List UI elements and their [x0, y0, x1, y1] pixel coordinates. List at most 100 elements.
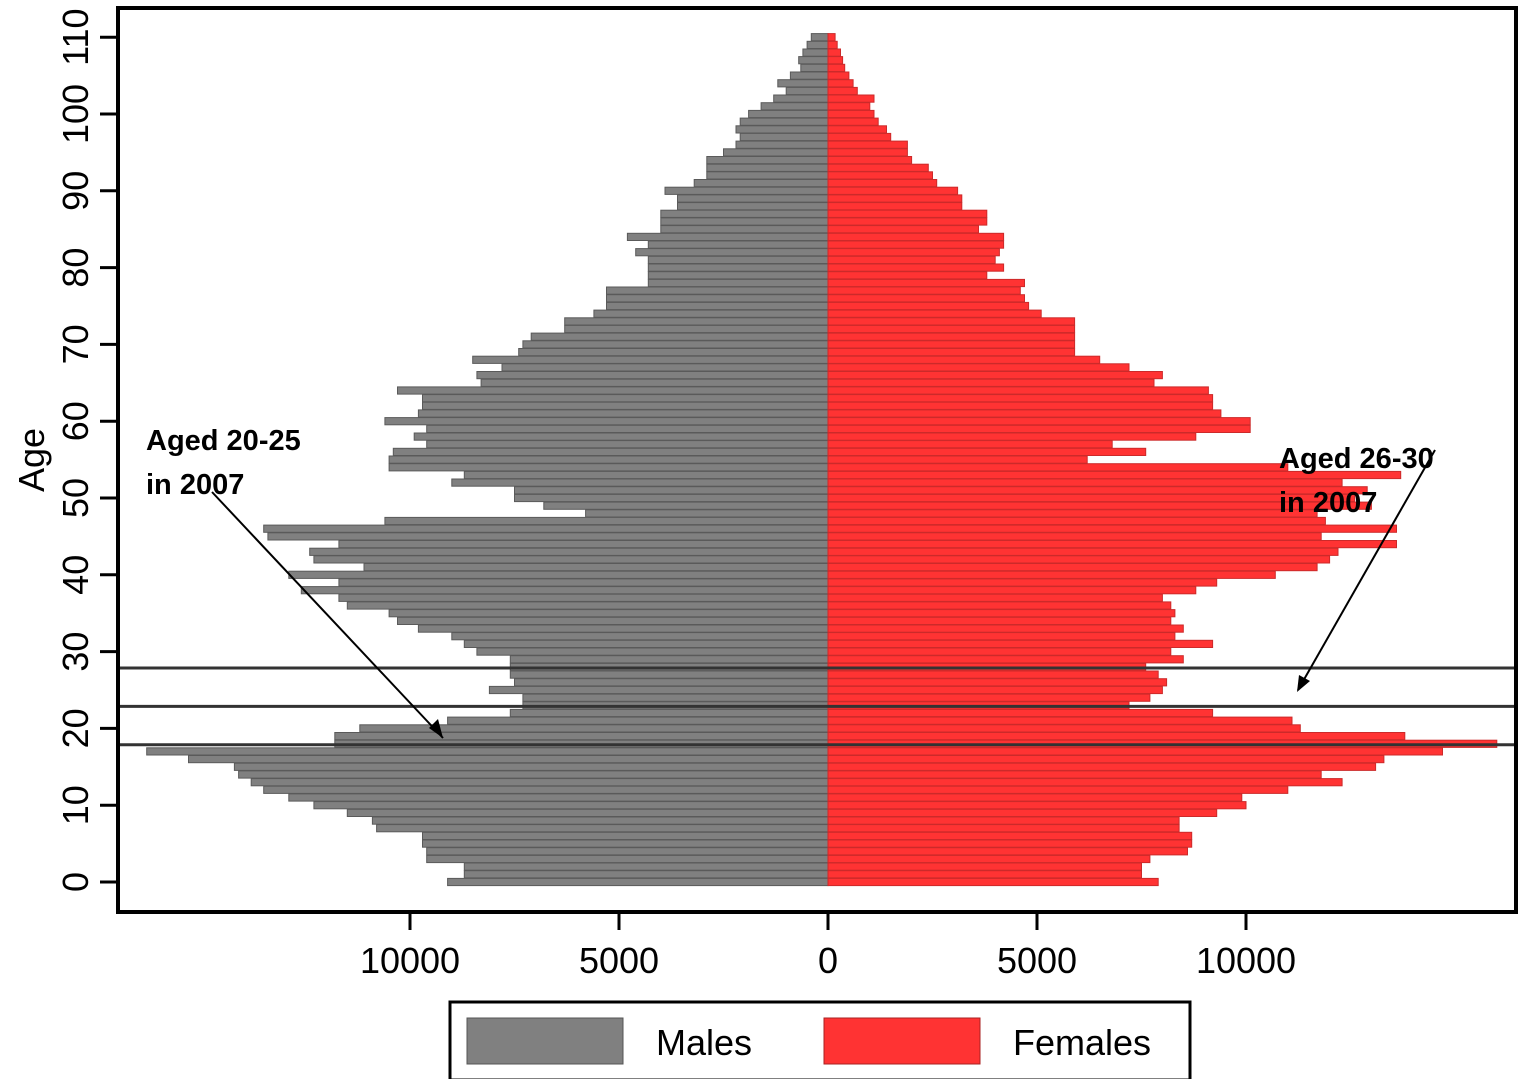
bar-female-age-21 — [827, 716, 1293, 725]
bar-male-age-71 — [530, 332, 829, 341]
bar-female-age-60 — [827, 417, 1251, 426]
bar-male-age-69 — [518, 348, 829, 357]
bar-female-age-50 — [827, 493, 1356, 503]
bar-female-age-100 — [827, 109, 875, 119]
bar-male-age-10 — [313, 801, 829, 810]
bar-female-age-88 — [827, 202, 963, 211]
bar-female-age-94 — [827, 156, 913, 165]
bar-male-age-24 — [522, 693, 829, 702]
bar-female-age-85 — [827, 225, 979, 234]
bar-female-age-0 — [827, 877, 1159, 887]
bar-male-age-35 — [388, 609, 829, 618]
bar-female-age-90 — [827, 186, 959, 195]
bar-female-age-2 — [827, 862, 1142, 871]
annotation-left-line2: in 2007 — [146, 469, 244, 501]
bar-male-age-44 — [338, 540, 829, 549]
y-tick-label-90: 90 — [55, 171, 96, 211]
bar-male-age-41 — [363, 563, 829, 572]
bar-female-age-48 — [827, 509, 1318, 518]
bar-female-age-42 — [827, 555, 1331, 564]
bar-male-age-70 — [522, 340, 829, 349]
annotation-left-arrowhead — [429, 719, 443, 738]
bar-male-age-37 — [338, 593, 829, 602]
y-tick-label-60: 60 — [55, 401, 96, 441]
bar-male-age-11 — [288, 793, 829, 802]
bar-male-age-77 — [606, 286, 829, 295]
bar-male-age-74 — [593, 309, 829, 318]
bar-female-age-62 — [827, 401, 1214, 410]
bar-female-age-81 — [827, 255, 996, 264]
bar-male-age-92 — [706, 171, 829, 180]
bar-female-age-24 — [827, 693, 1151, 702]
bar-female-age-108 — [827, 48, 841, 57]
bar-male-age-104 — [777, 79, 829, 88]
bar-male-age-78 — [647, 278, 829, 288]
bar-female-age-83 — [827, 240, 1005, 249]
bar-female-age-84 — [827, 232, 1005, 242]
bar-male-age-107 — [798, 56, 829, 65]
bar-female-age-64 — [827, 386, 1209, 395]
bar-female-age-56 — [827, 447, 1147, 456]
bar-male-age-75 — [606, 301, 829, 311]
bar-male-age-8 — [371, 816, 829, 825]
x-tick-label-10000: 10000 — [1196, 940, 1296, 981]
bar-male-age-49 — [543, 501, 829, 510]
bar-male-age-105 — [789, 71, 829, 80]
bar-female-age-78 — [827, 278, 1025, 288]
bar-male-age-81 — [647, 255, 829, 264]
bar-male-age-38 — [300, 586, 829, 595]
annotation-right: Aged 26-30 in 2007 — [1279, 443, 1436, 692]
bar-female-age-34 — [827, 616, 1172, 625]
bar-female-age-72 — [827, 324, 1076, 334]
bar-female-age-87 — [827, 209, 988, 218]
bar-male-age-55 — [388, 455, 829, 464]
bar-female-age-1 — [827, 870, 1142, 879]
bar-female-age-82 — [827, 248, 1000, 257]
bar-female-age-86 — [827, 217, 988, 226]
bar-female-age-68 — [827, 355, 1101, 364]
bar-male-age-67 — [501, 363, 829, 372]
bar-male-age-82 — [635, 248, 829, 257]
bar-female-age-101 — [827, 102, 871, 111]
bar-male-age-46 — [263, 524, 829, 533]
bar-male-age-80 — [647, 263, 829, 272]
bar-female-age-29 — [827, 655, 1184, 664]
bar-female-age-55 — [827, 455, 1088, 464]
bar-female-age-99 — [827, 117, 879, 126]
bar-male-age-25 — [488, 685, 829, 695]
bar-female-age-31 — [827, 639, 1214, 648]
bar-male-age-90 — [664, 186, 829, 195]
bar-male-age-12 — [263, 785, 829, 794]
bar-male-age-17 — [146, 747, 829, 756]
bar-female-age-8 — [827, 816, 1180, 825]
bar-male-age-62 — [422, 401, 829, 410]
bar-male-age-15 — [233, 762, 829, 771]
bar-female-age-16 — [827, 755, 1385, 764]
bar-male-age-61 — [417, 409, 829, 418]
bar-male-age-9 — [346, 808, 829, 817]
y-tick-label-70: 70 — [55, 324, 96, 364]
bar-male-age-58 — [413, 432, 829, 441]
bar-female-age-6 — [827, 831, 1193, 840]
bar-female-age-10 — [827, 801, 1247, 810]
bar-male-age-0 — [447, 877, 829, 887]
bar-male-age-6 — [422, 831, 829, 840]
bar-male-age-68 — [472, 355, 829, 364]
bar-male-age-65 — [480, 378, 829, 387]
bar-female-age-67 — [827, 363, 1130, 372]
bar-male-age-5 — [422, 839, 829, 848]
bar-male-age-4 — [426, 847, 829, 856]
y-axis: 0 10 20 30 40 50 60 70 80 90 100 110 — [55, 8, 118, 892]
bar-female-age-74 — [827, 309, 1042, 318]
bar-female-age-73 — [827, 317, 1076, 326]
bar-female-age-52 — [827, 478, 1343, 487]
bar-female-age-77 — [827, 286, 1021, 295]
annotation-left: Aged 20-25 in 2007 — [146, 425, 444, 739]
bar-male-age-101 — [760, 102, 829, 111]
y-tick-label-100: 100 — [55, 84, 96, 144]
bar-female-age-89 — [827, 194, 963, 203]
bar-male-age-21 — [447, 716, 829, 725]
bar-male-age-63 — [422, 394, 829, 403]
bar-female-age-12 — [827, 785, 1289, 794]
bar-female-age-43 — [827, 547, 1339, 556]
